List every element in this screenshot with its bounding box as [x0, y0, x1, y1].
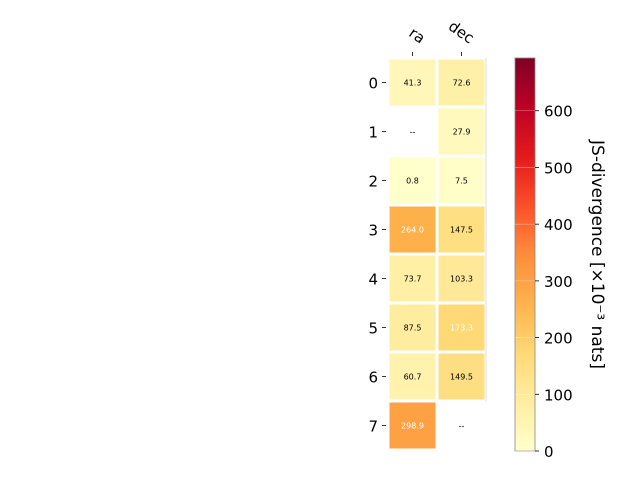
colorbar-tick-label: 200	[544, 330, 573, 348]
cell-value-label: 41.3	[404, 79, 422, 88]
heatmap-cell	[389, 402, 436, 449]
cell-value-label: 7.5	[455, 177, 468, 186]
heatmap-cell	[438, 206, 485, 253]
column-labels: ra dec	[406, 17, 478, 56]
cell-value-label: 87.5	[404, 324, 422, 333]
heatmap-cell	[389, 304, 436, 351]
heatmap-cell	[389, 353, 436, 400]
column-label: ra	[406, 24, 429, 48]
colorbar-label: JS-divergence [×10⁻³ nats]	[587, 139, 607, 369]
heatmap-cell	[438, 353, 485, 400]
cell-value-label: 0.8	[406, 177, 419, 186]
cell-value-label: 60.7	[404, 373, 422, 382]
heatmap-cell	[389, 206, 436, 253]
cell-value-label: 149.5	[450, 373, 473, 382]
heatmap-cell	[438, 304, 485, 351]
column-label: dec	[445, 17, 477, 47]
colorbar-gradient	[514, 57, 536, 452]
heatmap-cell	[438, 157, 485, 204]
cell-value-label: 264.0	[401, 226, 424, 235]
cell-value-label: 147.5	[450, 226, 473, 235]
heatmap-cell	[389, 157, 436, 204]
cell-value-label: 173.3	[450, 324, 473, 333]
row-label: 1	[368, 124, 378, 142]
row-label: 5	[368, 320, 378, 338]
heatmap-cell	[389, 59, 436, 106]
colorbar-tick-label: 100	[544, 386, 573, 404]
row-label: 3	[368, 222, 378, 240]
heatmap-cells: 41.3 72.6 -- 27.9 0.8 7.5 264.0 147.5 73.7 103.3 8…	[389, 58, 487, 449]
colorbar-tick-label: 400	[544, 216, 573, 234]
row-label: 0	[368, 75, 378, 93]
cell-value-label: --	[410, 128, 416, 137]
colorbar-tick-label: 0	[544, 443, 554, 461]
cell-value-label: 72.6	[453, 79, 471, 88]
row-label: 6	[368, 369, 378, 387]
heatmap-cell	[438, 59, 485, 106]
cell-value-label: 298.9	[401, 422, 424, 431]
heatmap-cell	[438, 108, 485, 155]
colorbar-tick-label: 600	[544, 103, 573, 121]
colorbar: 0 100 200 300 400 500 600 JS-divergence [×10⁻³ …	[514, 57, 607, 461]
row-label: 2	[368, 173, 378, 191]
cell-value-label: 103.3	[450, 275, 473, 284]
cell-value-label: 27.9	[453, 128, 471, 137]
cell-value-label: 73.7	[404, 275, 422, 284]
heatmap-cell	[389, 255, 436, 302]
row-label: 7	[368, 418, 378, 436]
row-labels: 0 1 2 3 4 5 6 7	[368, 75, 386, 436]
heatmap-cell	[438, 255, 485, 302]
row-label: 4	[368, 271, 378, 289]
cell-value-label: --	[459, 422, 465, 431]
colorbar-tick-label: 300	[544, 273, 573, 291]
colorbar-tick-label: 500	[544, 159, 573, 177]
